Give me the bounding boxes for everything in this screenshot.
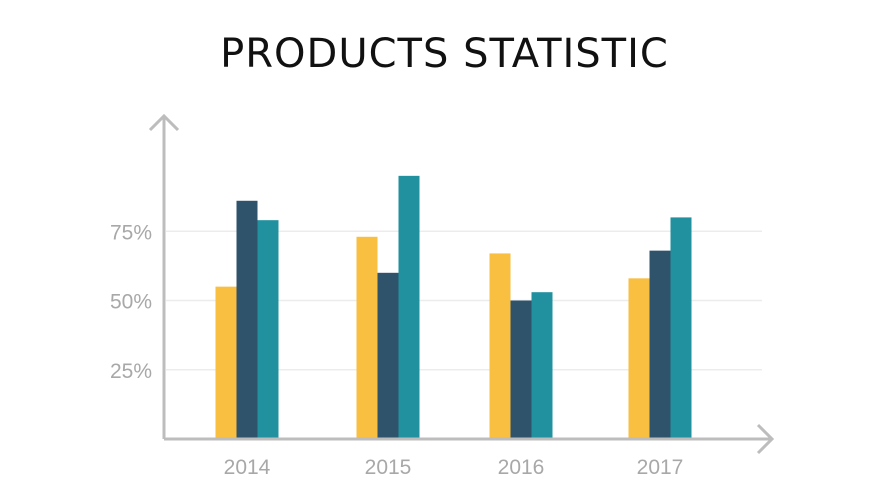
x-tick-label: 2016 xyxy=(498,456,545,479)
bar-2017-series-1 xyxy=(628,278,650,439)
bar-2016-series-1 xyxy=(489,253,511,439)
x-tick-label: 2015 xyxy=(365,456,412,479)
bar-2015-series-1 xyxy=(356,236,378,439)
x-axis-arrow xyxy=(756,423,775,455)
bar-2017-series-2 xyxy=(649,250,671,439)
bar-2015-series-2 xyxy=(377,272,399,439)
bar-2016-series-2 xyxy=(510,300,532,439)
chart-title: PRODUCTS STATISTIC xyxy=(220,31,669,77)
bar-2016-series-3 xyxy=(531,292,553,439)
tick-labels: 25% 50% 75% 2014 2015 2016 2017 xyxy=(110,221,683,479)
y-tick-label: 50% xyxy=(110,291,152,314)
bar-2015-series-3 xyxy=(398,175,420,439)
bar-2014-series-3 xyxy=(257,220,279,439)
bars xyxy=(215,175,692,439)
axes xyxy=(148,113,775,455)
y-tick-label: 25% xyxy=(110,360,152,383)
bar-2014-series-1 xyxy=(215,286,237,439)
y-axis-arrow xyxy=(148,113,180,132)
x-tick-label: 2014 xyxy=(224,456,271,479)
bar-2014-series-2 xyxy=(236,200,258,439)
x-tick-label: 2017 xyxy=(637,456,684,479)
y-tick-label: 75% xyxy=(110,221,152,244)
bar-2017-series-3 xyxy=(670,217,692,439)
